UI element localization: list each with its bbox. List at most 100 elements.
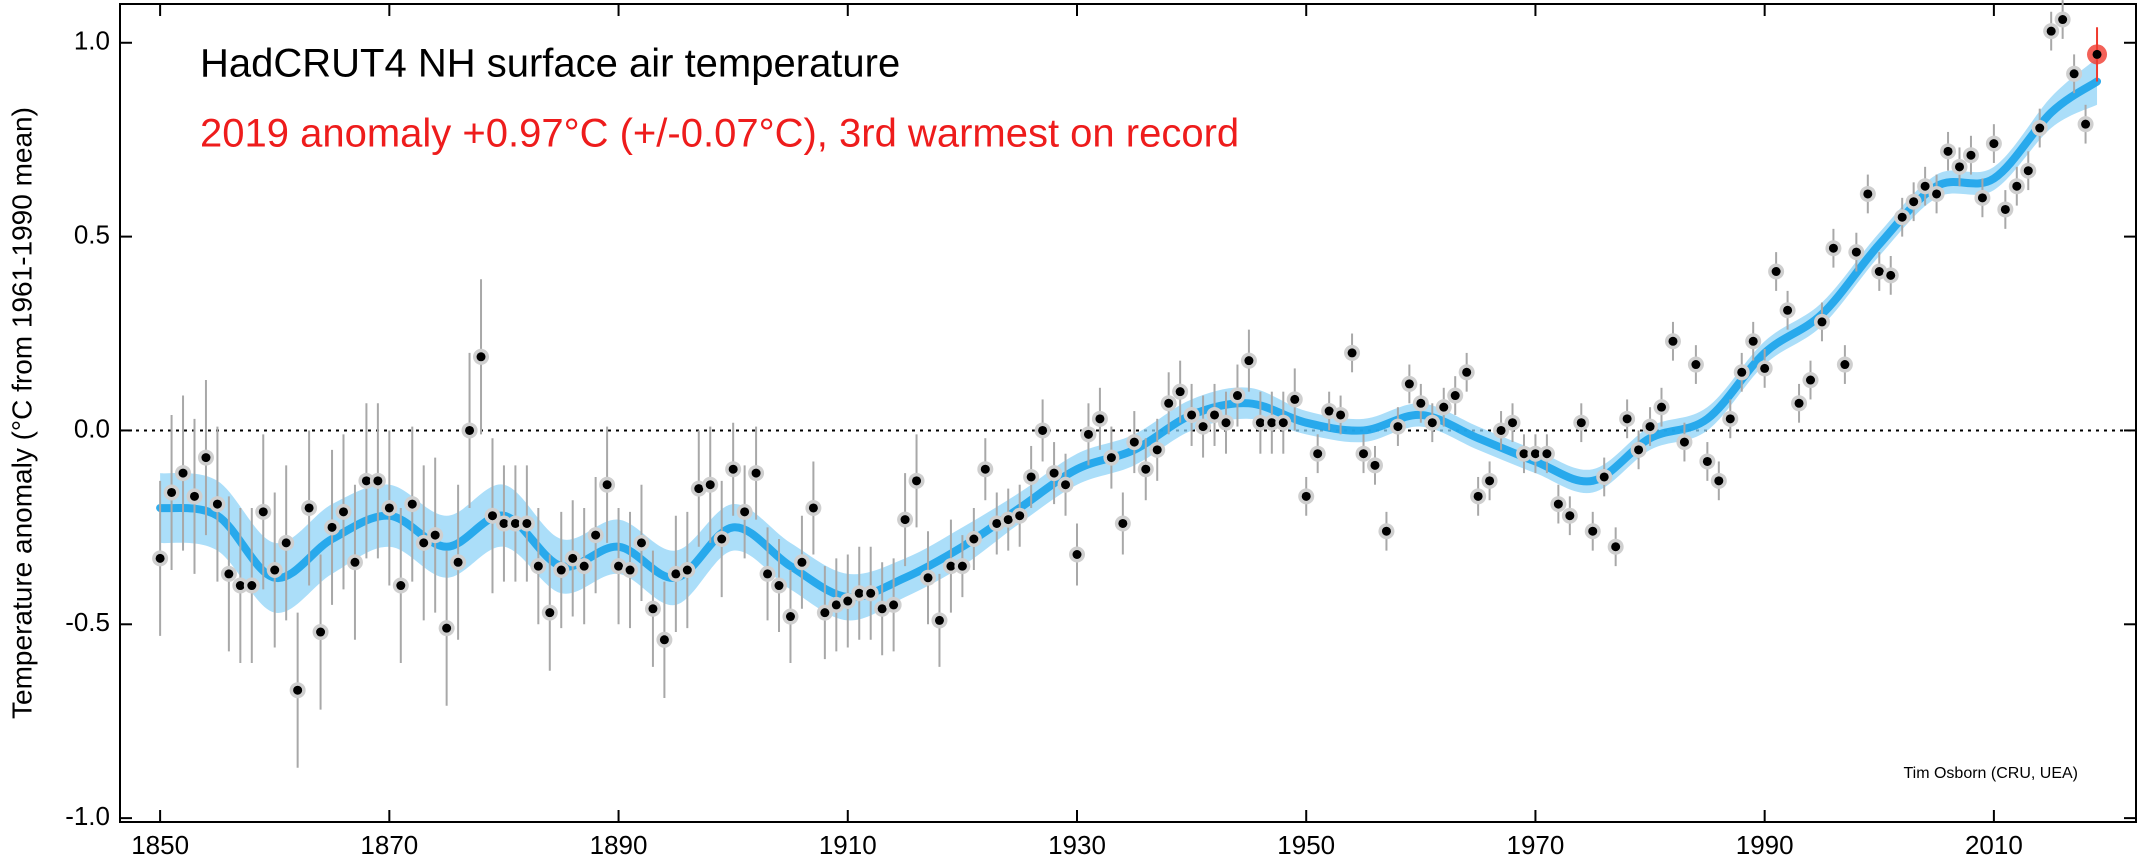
x-tick-label: 1910: [819, 830, 877, 860]
point: [1347, 348, 1357, 358]
point: [1175, 387, 1185, 397]
point: [1003, 515, 1013, 525]
point: [510, 518, 520, 528]
point: [1290, 394, 1300, 404]
point: [591, 530, 601, 540]
point: [1657, 402, 1667, 412]
point: [1473, 491, 1483, 501]
point: [1267, 418, 1277, 428]
point: [1439, 402, 1449, 412]
point: [1588, 526, 1598, 536]
point: [350, 557, 360, 567]
point: [1255, 418, 1265, 428]
y-tick-label: 0.5: [74, 219, 110, 249]
point: [1909, 197, 1919, 207]
point: [1714, 476, 1724, 486]
point: [1702, 456, 1712, 466]
point: [235, 581, 245, 591]
point: [579, 561, 589, 571]
point: [763, 569, 773, 579]
point: [1599, 472, 1609, 482]
point: [419, 538, 429, 548]
point: [682, 565, 692, 575]
smooth-band: [160, 58, 2098, 621]
point: [556, 565, 566, 575]
point: [1634, 445, 1644, 455]
point: [1668, 336, 1678, 346]
point: [1187, 410, 1197, 420]
point: [1381, 526, 1391, 536]
point: [212, 499, 222, 509]
point: [2000, 204, 2010, 214]
credit: Tim Osborn (CRU, UEA): [1903, 765, 2078, 782]
point: [1152, 445, 1162, 455]
point: [293, 685, 303, 695]
point: [1336, 410, 1346, 420]
point: [201, 453, 211, 463]
point: [1210, 410, 1220, 420]
point: [625, 565, 635, 575]
point: [969, 534, 979, 544]
point: [1645, 422, 1655, 432]
plot-frame: [119, 3, 2137, 823]
point: [1760, 363, 1770, 373]
point: [1427, 418, 1437, 428]
point: [957, 561, 967, 571]
point: [1038, 425, 1048, 435]
point: [1977, 193, 1987, 203]
point: [1359, 449, 1369, 459]
point: [614, 561, 624, 571]
y-axis-label: Temperature anomaly (°C from 1961-1990 m…: [6, 107, 37, 719]
point: [2069, 69, 2079, 79]
point: [1244, 356, 1254, 366]
point: [694, 484, 704, 494]
point: [1072, 550, 1082, 560]
point: [1095, 414, 1105, 424]
point: [533, 561, 543, 571]
point: [1324, 406, 1334, 416]
point: [1725, 414, 1735, 424]
point: [281, 538, 291, 548]
y-tick-label: 0.0: [74, 413, 110, 443]
point: [2058, 15, 2068, 25]
x-tick-label: 1950: [1277, 830, 1335, 860]
point: [304, 503, 314, 513]
point: [247, 581, 257, 591]
point: [602, 480, 612, 490]
point: [1416, 398, 1426, 408]
point: [1496, 425, 1506, 435]
point: [671, 569, 681, 579]
point: [1221, 418, 1231, 428]
x-tick-label: 1930: [1048, 830, 1106, 860]
point: [1943, 146, 1953, 156]
y-tick-label: -1.0: [65, 801, 110, 831]
point: [361, 476, 371, 486]
point: [1828, 243, 1838, 253]
point: [178, 468, 188, 478]
point: [1301, 491, 1311, 501]
point: [728, 464, 738, 474]
point: [717, 534, 727, 544]
point: [1611, 542, 1621, 552]
point: [1622, 414, 1632, 424]
point: [1932, 189, 1942, 199]
point: [877, 604, 887, 614]
point: [854, 588, 864, 598]
x-tick-label: 2010: [1965, 830, 2023, 860]
point: [407, 499, 417, 509]
point: [774, 581, 784, 591]
point: [1485, 476, 1495, 486]
point: [258, 507, 268, 517]
point: [453, 557, 463, 567]
point: [1519, 449, 1529, 459]
point: [189, 491, 199, 501]
point: [1863, 189, 1873, 199]
point: [1313, 449, 1323, 459]
point: [442, 623, 452, 633]
point: [705, 480, 715, 490]
point: [2012, 181, 2022, 191]
point: [1083, 429, 1093, 439]
point: [1954, 162, 1964, 172]
